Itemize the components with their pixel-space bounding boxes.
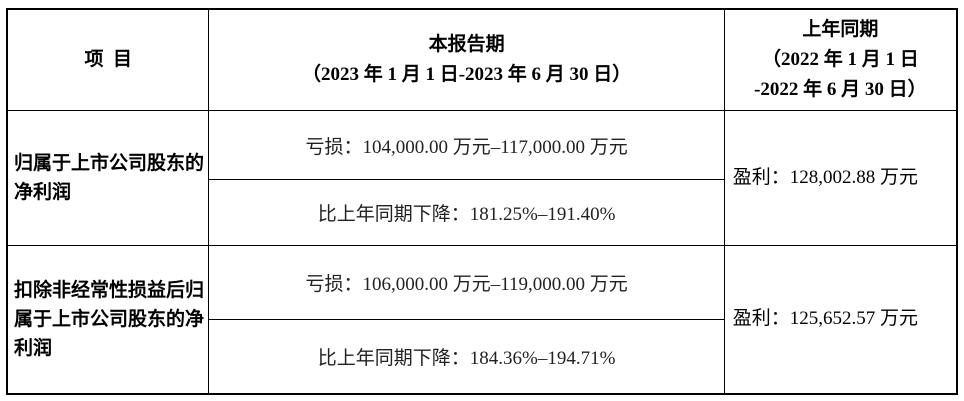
current-title: 本报告期 bbox=[428, 34, 505, 55]
earnings-forecast-table: 项 目 本报告期 （2023 年 1 月 1 日-2023 年 6 月 30 日… bbox=[6, 8, 958, 395]
row-item: 归属于上市公司股东的净利润 bbox=[6, 110, 210, 246]
header-row: 项 目 本报告期 （2023 年 1 月 1 日-2023 年 6 月 30 日… bbox=[6, 8, 958, 111]
current-change: 比上年同期下降：184.36%–194.71% bbox=[208, 319, 725, 394]
current-period: （2023 年 1 月 1 日-2023 年 6 月 30 日） bbox=[301, 64, 632, 85]
row-item: 扣除非经常性损益后归属于上市公司股东的净利润 bbox=[6, 245, 210, 394]
table-row: 扣除非经常性损益后归属于上市公司股东的净利润 亏损：106,000.00 万元–… bbox=[6, 245, 958, 394]
prior-period-line2: -2022 年 6 月 30 日） bbox=[754, 79, 927, 100]
prior-value: 盈利：128,002.88 万元 bbox=[723, 110, 958, 246]
table-row: 归属于上市公司股东的净利润 亏损：104,000.00 万元–117,000.0… bbox=[6, 110, 958, 246]
current-value: 亏损：106,000.00 万元–119,000.00 万元 bbox=[208, 245, 725, 320]
current-change: 比上年同期下降：181.25%–191.40% bbox=[208, 179, 725, 246]
table-row: 比上年同期下降：181.25%–191.40% bbox=[7, 179, 957, 246]
header-current-period: 本报告期 （2023 年 1 月 1 日-2023 年 6 月 30 日） bbox=[208, 8, 725, 111]
header-prior-period: 上年同期 （2022 年 1 月 1 日 -2022 年 6 月 30 日） bbox=[723, 8, 958, 111]
prior-title: 上年同期 bbox=[802, 19, 879, 40]
current-value: 亏损：104,000.00 万元–117,000.00 万元 bbox=[208, 110, 725, 180]
table-row: 比上年同期下降：184.36%–194.71% bbox=[7, 319, 957, 394]
header-item: 项 目 bbox=[6, 8, 210, 111]
prior-value: 盈利：125,652.57 万元 bbox=[723, 245, 958, 394]
prior-period-line1: （2022 年 1 月 1 日 bbox=[762, 49, 919, 70]
